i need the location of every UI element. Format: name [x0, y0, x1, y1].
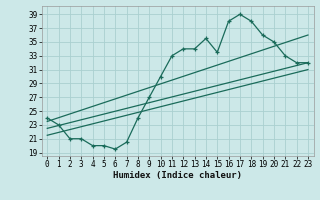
X-axis label: Humidex (Indice chaleur): Humidex (Indice chaleur)	[113, 171, 242, 180]
